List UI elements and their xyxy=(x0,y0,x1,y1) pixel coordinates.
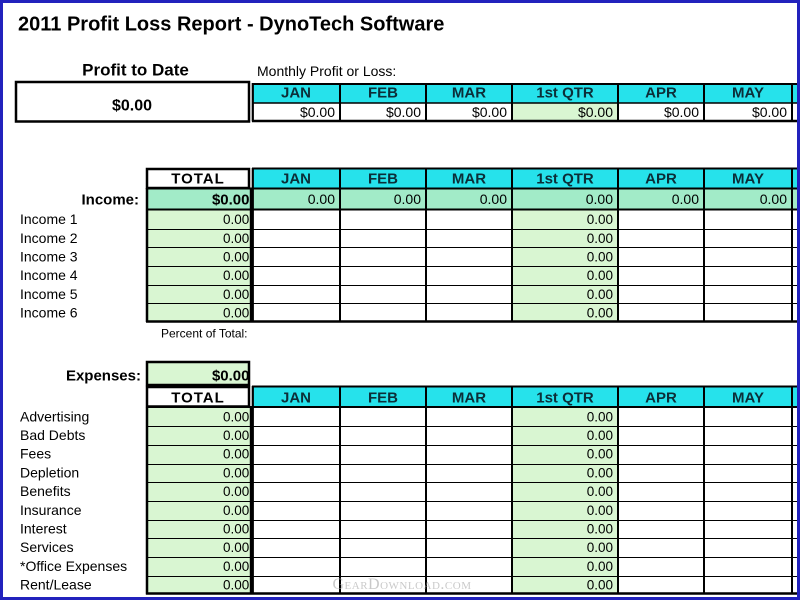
svg-text:1st QTR: 1st QTR xyxy=(536,85,594,102)
svg-text:0.00: 0.00 xyxy=(587,503,613,518)
svg-text:0.00: 0.00 xyxy=(223,503,249,518)
svg-text:GearDownload.com: GearDownload.com xyxy=(333,576,472,593)
svg-text:0.00: 0.00 xyxy=(223,578,249,593)
svg-text:Percent of Total:: Percent of Total: xyxy=(161,327,248,341)
svg-text:0.00: 0.00 xyxy=(394,191,421,207)
svg-text:Advertising: Advertising xyxy=(20,408,89,424)
svg-text:0.00: 0.00 xyxy=(587,484,613,499)
svg-text:0.00: 0.00 xyxy=(587,250,613,265)
svg-text:0.00: 0.00 xyxy=(223,559,249,574)
svg-text:0.00: 0.00 xyxy=(223,409,249,424)
svg-text:0.00: 0.00 xyxy=(587,287,613,302)
svg-text:0.00: 0.00 xyxy=(223,465,249,480)
svg-text:0.00: 0.00 xyxy=(308,191,335,207)
svg-text:$0.00: $0.00 xyxy=(212,368,250,385)
svg-text:$0.00: $0.00 xyxy=(300,104,335,120)
svg-text:$0.00: $0.00 xyxy=(112,98,152,115)
svg-text:$0.00: $0.00 xyxy=(752,104,787,120)
svg-text:$0.00: $0.00 xyxy=(664,104,699,120)
svg-text:0.00: 0.00 xyxy=(587,447,613,462)
svg-text:Profit to Date: Profit to Date xyxy=(82,61,189,80)
svg-text:0.00: 0.00 xyxy=(586,191,613,207)
svg-text:JAN: JAN xyxy=(281,85,311,102)
svg-text:0.00: 0.00 xyxy=(480,191,507,207)
svg-text:$0.00: $0.00 xyxy=(386,104,421,120)
svg-text:0.00: 0.00 xyxy=(223,306,249,321)
svg-text:MAY: MAY xyxy=(732,171,764,188)
svg-text:APR: APR xyxy=(645,171,677,188)
svg-text:TOTAL: TOTAL xyxy=(171,390,225,407)
svg-text:0.00: 0.00 xyxy=(587,212,613,227)
svg-text:MAR: MAR xyxy=(452,85,486,102)
svg-text:2011 Profit Loss Report - Dyno: 2011 Profit Loss Report - DynoTech Softw… xyxy=(18,14,444,36)
svg-text:0.00: 0.00 xyxy=(587,465,613,480)
svg-text:MAR: MAR xyxy=(452,390,486,407)
svg-text:Services: Services xyxy=(20,539,74,555)
svg-text:0.00: 0.00 xyxy=(587,306,613,321)
svg-text:0.00: 0.00 xyxy=(223,231,249,246)
svg-text:$0.00: $0.00 xyxy=(472,104,507,120)
svg-text:TOTAL: TOTAL xyxy=(171,171,225,188)
svg-text:FEB: FEB xyxy=(368,171,398,188)
svg-text:0.00: 0.00 xyxy=(223,540,249,555)
svg-text:0.00: 0.00 xyxy=(223,250,249,265)
svg-text:0.00: 0.00 xyxy=(223,212,249,227)
svg-text:0.00: 0.00 xyxy=(760,191,787,207)
svg-text:JAN: JAN xyxy=(281,171,311,188)
svg-text:FEB: FEB xyxy=(368,390,398,407)
svg-text:APR: APR xyxy=(645,390,677,407)
svg-text:MAR: MAR xyxy=(452,171,486,188)
svg-text:MAY: MAY xyxy=(732,85,764,102)
svg-text:Fees: Fees xyxy=(20,446,51,462)
svg-text:FEB: FEB xyxy=(368,85,398,102)
svg-text:0.00: 0.00 xyxy=(587,522,613,537)
svg-text:0.00: 0.00 xyxy=(587,268,613,283)
svg-text:0.00: 0.00 xyxy=(223,447,249,462)
svg-text:0.00: 0.00 xyxy=(587,578,613,593)
svg-text:0.00: 0.00 xyxy=(587,231,613,246)
svg-text:0.00: 0.00 xyxy=(223,287,249,302)
svg-text:0.00: 0.00 xyxy=(672,191,699,207)
svg-text:Monthly Profit or Loss:: Monthly Profit or Loss: xyxy=(257,63,396,79)
svg-text:Benefits: Benefits xyxy=(20,483,71,499)
svg-text:Insurance: Insurance xyxy=(20,502,82,518)
svg-text:*Office Expenses: *Office Expenses xyxy=(20,558,127,574)
svg-text:0.00: 0.00 xyxy=(223,484,249,499)
svg-text:Depletion: Depletion xyxy=(20,464,79,480)
svg-text:0.00: 0.00 xyxy=(223,522,249,537)
svg-text:Income 6: Income 6 xyxy=(20,305,78,321)
svg-text:Income 4: Income 4 xyxy=(20,267,78,283)
svg-text:APR: APR xyxy=(645,85,677,102)
svg-text:Bad Debts: Bad Debts xyxy=(20,427,85,443)
svg-text:0.00: 0.00 xyxy=(587,409,613,424)
svg-text:$0.00: $0.00 xyxy=(212,192,250,209)
svg-text:Interest: Interest xyxy=(20,521,67,537)
svg-text:0.00: 0.00 xyxy=(223,428,249,443)
svg-text:Expenses:: Expenses: xyxy=(66,368,141,385)
svg-text:Income 3: Income 3 xyxy=(20,249,78,265)
svg-text:1st QTR: 1st QTR xyxy=(536,171,594,188)
svg-text:Income 5: Income 5 xyxy=(20,286,78,302)
svg-text:1st QTR: 1st QTR xyxy=(536,390,594,407)
svg-text:MAY: MAY xyxy=(732,390,764,407)
svg-text:0.00: 0.00 xyxy=(587,559,613,574)
svg-text:$0.00: $0.00 xyxy=(578,104,613,120)
svg-text:Income:: Income: xyxy=(81,192,139,209)
svg-text:JAN: JAN xyxy=(281,390,311,407)
svg-text:Rent/Lease: Rent/Lease xyxy=(20,577,92,593)
svg-text:0.00: 0.00 xyxy=(587,428,613,443)
svg-text:Income 1: Income 1 xyxy=(20,211,78,227)
svg-text:0.00: 0.00 xyxy=(223,268,249,283)
svg-text:0.00: 0.00 xyxy=(587,540,613,555)
svg-text:Income 2: Income 2 xyxy=(20,230,78,246)
